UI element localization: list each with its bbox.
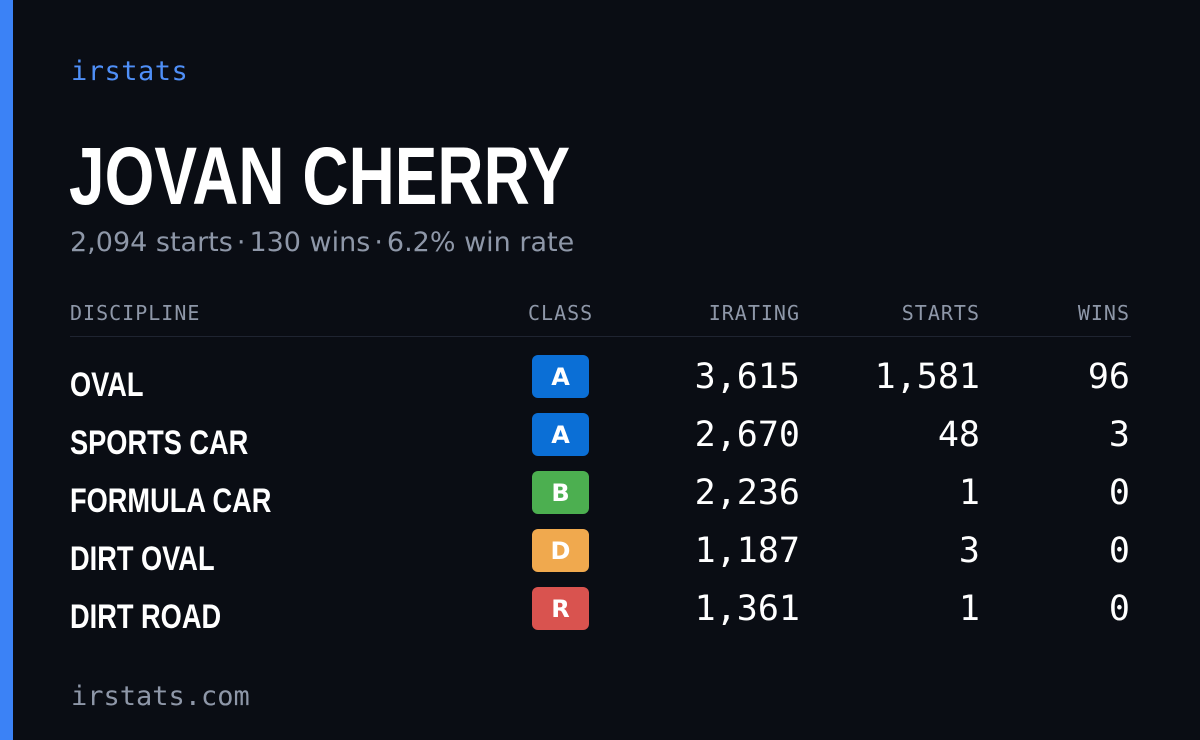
wins-value: 3 bbox=[1108, 415, 1130, 455]
driver-name: JOVAN CHERRY bbox=[69, 131, 571, 222]
starts-value: 1 bbox=[958, 473, 980, 513]
irating-value: 2,670 bbox=[694, 415, 800, 455]
total-wins: 130 wins bbox=[249, 227, 371, 258]
table-row: OVAL A 3,615 1,581 96 bbox=[70, 353, 1131, 411]
irating-value: 2,236 bbox=[694, 473, 800, 513]
class-badge: R bbox=[532, 587, 589, 630]
table-row: DIRT OVAL D 1,187 3 0 bbox=[70, 527, 1131, 585]
class-badge: B bbox=[532, 471, 589, 514]
starts-value: 48 bbox=[937, 415, 980, 455]
win-rate: 6.2% win rate bbox=[386, 227, 575, 258]
driver-summary: 2,094 starts · 130 wins · 6.2% win rate bbox=[70, 227, 574, 258]
table-row: FORMULA CAR B 2,236 1 0 bbox=[70, 469, 1131, 527]
separator: · bbox=[236, 227, 246, 258]
discipline-name: DIRT ROAD bbox=[70, 598, 222, 636]
total-starts: 2,094 starts bbox=[70, 227, 233, 258]
wins-value: 0 bbox=[1108, 589, 1130, 629]
class-badge: D bbox=[532, 529, 589, 572]
accent-bar bbox=[0, 0, 13, 740]
separator: · bbox=[374, 227, 383, 258]
table-body: OVAL A 3,615 1,581 96 SPORTS CAR A 2,670… bbox=[70, 353, 1131, 643]
discipline-name: SPORTS CAR bbox=[70, 424, 249, 462]
table-row: DIRT ROAD R 1,361 1 0 bbox=[70, 585, 1131, 643]
discipline-name: DIRT OVAL bbox=[70, 540, 215, 578]
class-badge: A bbox=[532, 355, 589, 398]
header-starts: STARTS bbox=[901, 301, 980, 325]
header-wins: WINS bbox=[1077, 301, 1130, 325]
starts-value: 1,581 bbox=[874, 357, 980, 397]
header-discipline: DISCIPLINE bbox=[70, 301, 201, 325]
footer-url: irstats.com bbox=[71, 681, 250, 712]
header-class: CLASS bbox=[528, 301, 594, 325]
wins-value: 0 bbox=[1108, 531, 1130, 571]
starts-value: 1 bbox=[958, 589, 980, 629]
discipline-name: FORMULA CAR bbox=[70, 482, 272, 520]
brand-logo-text: irstats bbox=[71, 56, 189, 87]
wins-value: 0 bbox=[1108, 473, 1130, 513]
table-header: DISCIPLINE CLASS IRATING STARTS WINS bbox=[70, 296, 1131, 337]
table-row: SPORTS CAR A 2,670 48 3 bbox=[70, 411, 1131, 469]
irating-value: 1,187 bbox=[694, 531, 800, 571]
wins-value: 96 bbox=[1087, 357, 1130, 397]
stats-table: DISCIPLINE CLASS IRATING STARTS WINS OVA… bbox=[70, 296, 1131, 643]
header-irating: IRATING bbox=[708, 301, 800, 325]
irating-value: 3,615 bbox=[694, 357, 800, 397]
class-badge: A bbox=[532, 413, 589, 456]
starts-value: 3 bbox=[958, 531, 980, 571]
irating-value: 1,361 bbox=[694, 589, 800, 629]
discipline-name: OVAL bbox=[70, 366, 144, 404]
